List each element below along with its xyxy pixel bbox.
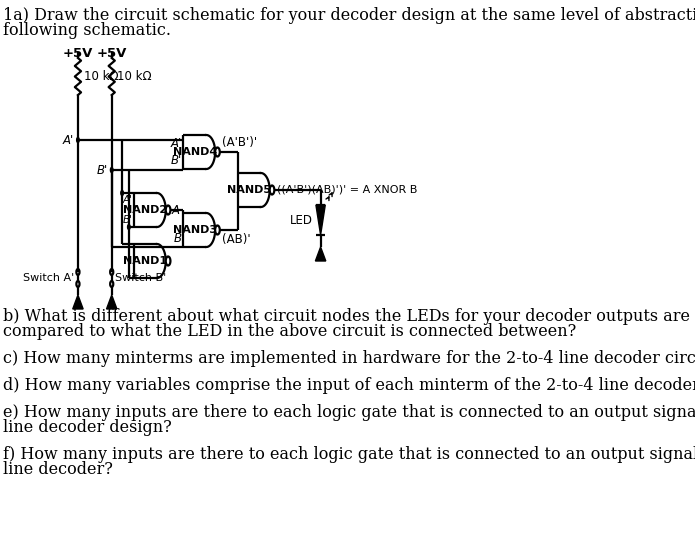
- Text: compared to what the LED in the above circuit is connected between?: compared to what the LED in the above ci…: [3, 323, 576, 340]
- Polygon shape: [73, 295, 83, 309]
- Text: 1a) Draw the circuit schematic for your decoder design at the same level of abst: 1a) Draw the circuit schematic for your …: [3, 7, 695, 24]
- Text: following schematic.: following schematic.: [3, 22, 170, 39]
- Text: +5V: +5V: [97, 47, 127, 60]
- Text: NAND1: NAND1: [124, 256, 167, 266]
- Circle shape: [215, 148, 220, 157]
- Text: ((A'B')(AB)')' = A XNOR B: ((A'B')(AB)')' = A XNOR B: [277, 185, 417, 195]
- Text: c) How many minterms are implemented in hardware for the 2-to-4 line decoder cir: c) How many minterms are implemented in …: [3, 350, 695, 367]
- Circle shape: [215, 225, 220, 235]
- Text: NAND2: NAND2: [124, 205, 167, 215]
- Text: e) How many inputs are there to each logic gate that is connected to an output s: e) How many inputs are there to each log…: [3, 404, 695, 421]
- Circle shape: [128, 225, 130, 230]
- Text: B': B': [170, 154, 182, 167]
- Text: 10 kΩ: 10 kΩ: [117, 70, 152, 83]
- Circle shape: [270, 185, 275, 194]
- Text: b) What is different about what circuit nodes the LEDs for your decoder outputs : b) What is different about what circuit …: [3, 308, 695, 325]
- Text: NAND5: NAND5: [227, 185, 272, 195]
- Polygon shape: [316, 247, 326, 261]
- Text: NAND4: NAND4: [173, 147, 217, 157]
- Text: B: B: [174, 232, 182, 245]
- Text: (A'B')': (A'B')': [222, 136, 258, 149]
- Text: f) How many inputs are there to each logic gate that is connected to an output s: f) How many inputs are there to each log…: [3, 446, 695, 463]
- Text: LED: LED: [291, 214, 313, 226]
- Text: A': A': [63, 134, 74, 147]
- Text: Switch B': Switch B': [115, 273, 167, 283]
- Text: NAND3: NAND3: [173, 225, 217, 235]
- Text: A: A: [172, 204, 180, 216]
- Text: A': A': [170, 137, 182, 150]
- Text: Switch A': Switch A': [23, 273, 74, 283]
- Text: (AB)': (AB)': [222, 233, 251, 246]
- Text: 10 kΩ: 10 kΩ: [83, 70, 118, 83]
- Circle shape: [121, 190, 124, 195]
- Text: line decoder?: line decoder?: [3, 461, 113, 478]
- Text: line decoder design?: line decoder design?: [3, 419, 172, 436]
- Text: d) How many variables comprise the input of each minterm of the 2-to-4 line deco: d) How many variables comprise the input…: [3, 377, 695, 394]
- Polygon shape: [106, 295, 117, 309]
- Text: A': A': [122, 195, 133, 205]
- Circle shape: [111, 168, 113, 173]
- Text: +5V: +5V: [63, 47, 93, 60]
- Circle shape: [165, 205, 170, 214]
- Text: B': B': [97, 164, 108, 176]
- Circle shape: [76, 138, 79, 143]
- Polygon shape: [316, 205, 325, 235]
- Circle shape: [165, 256, 170, 265]
- Text: B': B': [122, 215, 133, 225]
